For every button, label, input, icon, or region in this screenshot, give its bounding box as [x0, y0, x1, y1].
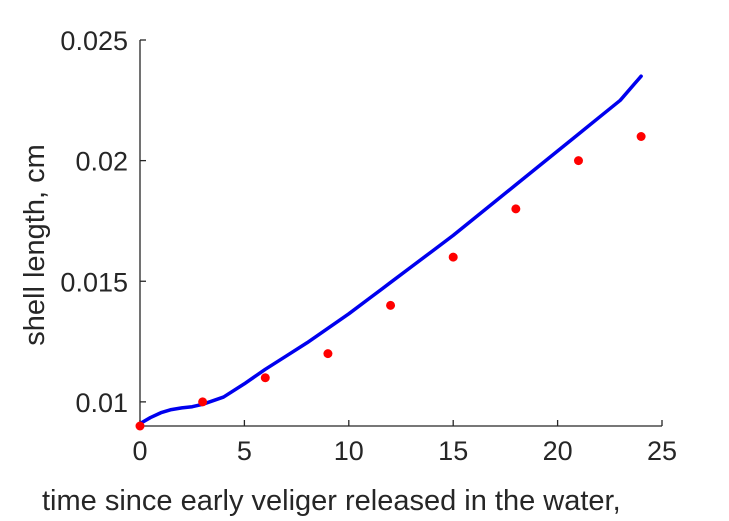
x-tick-label: 25 [647, 436, 677, 466]
y-tick-label: 0.01 [75, 388, 128, 418]
data-point [636, 132, 646, 141]
data-point [573, 156, 583, 166]
x-tick-label: 10 [334, 436, 364, 466]
x-tick-label: 20 [543, 436, 573, 466]
y-tick-label: 0.015 [60, 267, 128, 297]
x-tick-label: 5 [237, 436, 252, 466]
data-point [198, 397, 208, 407]
data-point [386, 300, 396, 310]
plot-area [135, 74, 646, 431]
data-point [260, 373, 270, 383]
ticks: 0 5 10 15 20 25 0.01 0.015 0.02 0.025 [60, 26, 677, 466]
data-point [323, 349, 333, 359]
data-point [511, 204, 521, 214]
y-tick-label: 0.02 [75, 147, 128, 177]
y-axis-label: shell length, cm [19, 144, 51, 346]
axes [139, 40, 662, 427]
data-point [448, 252, 458, 262]
x-axis-label: time since early veliger released in the… [42, 485, 621, 517]
model-curve [138, 74, 643, 426]
x-tick-label: 15 [438, 436, 468, 466]
x-tick-label: 0 [132, 436, 147, 466]
y-tick-label: 0.025 [60, 26, 128, 56]
data-point [135, 421, 145, 431]
